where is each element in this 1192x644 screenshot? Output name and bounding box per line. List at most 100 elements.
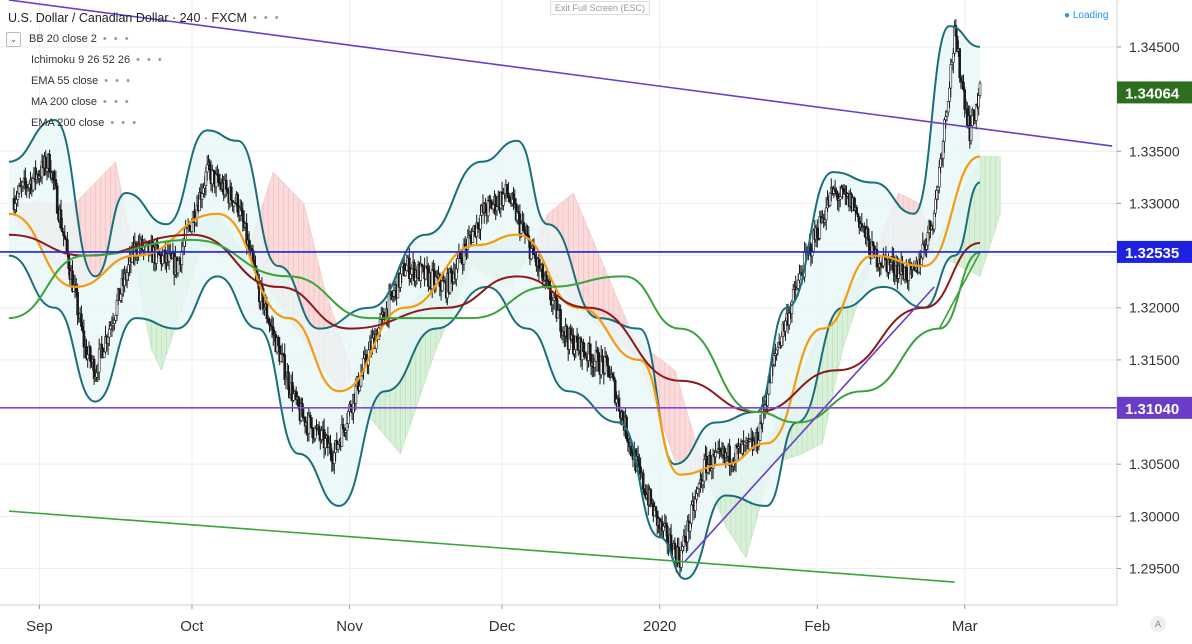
legend-indicator[interactable]: EMA 55 close • • • xyxy=(6,71,281,92)
candle-body xyxy=(856,213,860,217)
candle-body xyxy=(230,186,233,201)
x-tick-label: Nov xyxy=(336,618,363,635)
cloud-segment xyxy=(979,156,986,277)
candle-body xyxy=(556,309,560,319)
candle-body xyxy=(958,48,962,78)
candle-body xyxy=(341,424,345,430)
candle-body xyxy=(662,525,665,532)
chevron-down-icon[interactable]: ⌄ xyxy=(6,32,21,47)
candle-body xyxy=(266,318,270,323)
more-options-icon[interactable]: • • • xyxy=(252,12,281,24)
candle-body xyxy=(710,468,714,471)
candle-body xyxy=(522,222,526,231)
more-options-icon[interactable]: • • • xyxy=(103,96,131,108)
candle-body xyxy=(950,61,954,65)
candle-body xyxy=(690,504,693,524)
candle-body xyxy=(16,193,20,200)
candle-body xyxy=(205,164,209,173)
candle-body xyxy=(512,193,515,200)
candle-body xyxy=(106,336,110,344)
candle-body xyxy=(60,227,64,232)
candle-body xyxy=(920,257,923,265)
candle-body xyxy=(329,443,332,455)
candle-body xyxy=(181,245,185,252)
bollinger-upper-line xyxy=(8,25,981,466)
cloud-segment xyxy=(95,176,101,277)
candle-body xyxy=(21,181,25,187)
candle-body xyxy=(392,290,396,297)
candle-body xyxy=(565,325,569,339)
price-label-bg xyxy=(1117,81,1192,104)
cloud-segment xyxy=(989,156,996,246)
price-label: 1.32535 xyxy=(1125,245,1179,262)
candle-body xyxy=(59,209,63,229)
candle-body xyxy=(97,348,101,373)
candle-body xyxy=(925,244,928,250)
candle-body xyxy=(265,303,269,319)
cloud-segment xyxy=(984,156,991,261)
candle-body xyxy=(643,488,646,493)
candle-body xyxy=(100,343,103,349)
x-tick-label: Oct xyxy=(180,618,204,635)
candle-body xyxy=(176,260,180,274)
time-axis[interactable]: Sep Oct Nov Dec 2020 Feb Mar xyxy=(0,604,1117,635)
candle-body xyxy=(866,228,870,240)
candle-body xyxy=(728,445,731,466)
candle-body xyxy=(944,116,948,121)
trendlines[interactable] xyxy=(8,0,1113,583)
price-axis[interactable]: 1.345001.335001.330001.325001.320001.315… xyxy=(1116,0,1192,605)
candle-body xyxy=(301,403,304,418)
candle-body xyxy=(320,430,323,440)
candle-body xyxy=(815,227,819,239)
trendline-purple[interactable] xyxy=(684,286,935,562)
candle-body xyxy=(526,234,529,237)
candle-body xyxy=(399,273,402,288)
candle-body xyxy=(62,231,65,237)
candle-body xyxy=(287,371,290,390)
candle-body xyxy=(82,330,86,348)
more-options-icon[interactable]: • • • xyxy=(136,54,164,66)
candle-body xyxy=(211,169,214,185)
more-options-icon[interactable]: • • • xyxy=(104,75,132,87)
candle-body xyxy=(310,417,313,429)
candle-body xyxy=(669,534,673,552)
trendline-green[interactable] xyxy=(8,510,955,583)
candle-body xyxy=(582,342,585,352)
bollinger-lower-line xyxy=(8,181,981,580)
candle-body xyxy=(308,414,312,418)
candle-body xyxy=(701,480,705,485)
y-tick-label: 1.33000 xyxy=(1129,195,1180,211)
candle-body xyxy=(250,248,253,251)
price-label-bg xyxy=(1117,396,1192,419)
candle-body xyxy=(14,203,17,210)
legend-indicator[interactable]: EMA 200 close • • • xyxy=(6,113,281,134)
x-tick-label: Dec xyxy=(489,618,516,635)
candle-body xyxy=(784,320,787,332)
candle-body xyxy=(693,498,697,511)
more-options-icon[interactable]: • • • xyxy=(110,117,139,129)
candle-body xyxy=(471,231,475,243)
indicator-label: BB 20 close 2 xyxy=(29,33,97,45)
legend-indicator[interactable]: ⌄ BB 20 close 2 • • • xyxy=(6,29,281,50)
horizontal-lines[interactable] xyxy=(0,251,1117,409)
candle-body xyxy=(48,154,51,172)
candle-body xyxy=(349,404,353,410)
y-tick-label: 1.31500 xyxy=(1129,352,1180,368)
trendline-purple[interactable] xyxy=(8,0,1113,147)
exit-fullscreen-button[interactable]: Exit Full Screen (ESC) xyxy=(550,1,651,15)
candle-body xyxy=(449,268,453,274)
candle-body xyxy=(190,222,194,232)
more-options-icon[interactable]: • • • xyxy=(102,33,131,45)
candle-body xyxy=(904,267,908,280)
indicator-label: MA 200 close xyxy=(31,96,98,108)
trendline-green[interactable] xyxy=(938,252,981,329)
candle-body xyxy=(921,243,925,259)
candle-body xyxy=(425,265,429,270)
candle-body xyxy=(332,452,336,464)
legend-indicator[interactable]: MA 200 close • • • xyxy=(6,92,281,113)
legend-indicator[interactable]: Ichimoku 9 26 52 26 • • • xyxy=(6,50,281,71)
candle-body xyxy=(926,232,930,246)
candle-body xyxy=(247,239,251,250)
candle-body xyxy=(486,200,490,217)
